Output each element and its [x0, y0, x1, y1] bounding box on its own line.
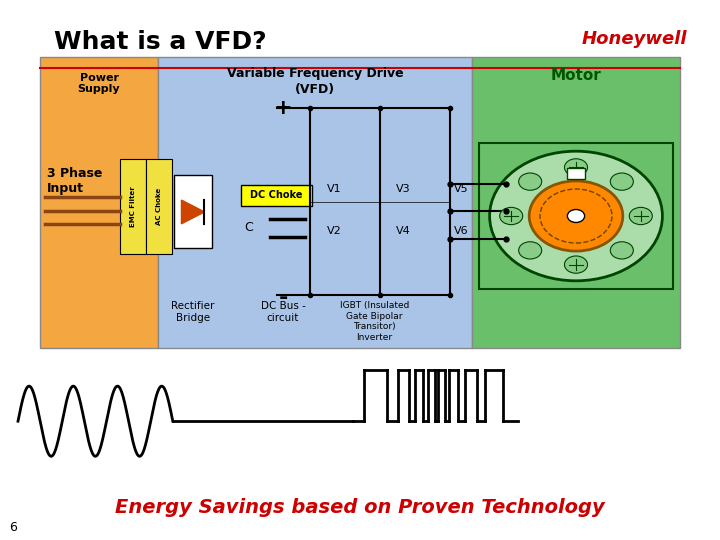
Text: V5: V5: [454, 184, 468, 194]
Text: IGBT (Insulated
Gate Bipolar
Transitor)
Inverter: IGBT (Insulated Gate Bipolar Transitor) …: [340, 301, 409, 341]
Circle shape: [567, 210, 585, 222]
Text: V1: V1: [327, 184, 341, 194]
Bar: [241, 185, 312, 206]
Circle shape: [500, 207, 523, 225]
Text: AC Choke: AC Choke: [156, 188, 162, 225]
Text: Rectifier
Bridge: Rectifier Bridge: [171, 301, 215, 323]
Bar: [174, 176, 212, 248]
Bar: [479, 143, 673, 289]
Text: Energy Savings based on Proven Technology: Energy Savings based on Proven Technolog…: [115, 498, 605, 517]
Circle shape: [564, 159, 588, 176]
Text: V3: V3: [396, 184, 410, 194]
Text: What is a VFD?: What is a VFD?: [54, 30, 266, 53]
Circle shape: [490, 151, 662, 281]
Text: C: C: [244, 221, 253, 234]
Circle shape: [611, 173, 634, 190]
Circle shape: [611, 242, 634, 259]
Bar: [472, 57, 680, 348]
Text: Motor: Motor: [551, 68, 601, 83]
Text: EMC Filter: EMC Filter: [130, 186, 136, 227]
Polygon shape: [181, 200, 204, 224]
Text: DC Choke: DC Choke: [251, 191, 302, 200]
Text: V2: V2: [327, 226, 341, 236]
Bar: [158, 57, 472, 348]
Text: V4: V4: [396, 226, 410, 236]
Text: Power
Supply: Power Supply: [78, 73, 120, 94]
Text: Variable Frequency Drive
(VFD): Variable Frequency Drive (VFD): [227, 68, 403, 96]
Text: Honeywell: Honeywell: [582, 30, 688, 48]
Text: V6: V6: [454, 226, 468, 236]
Text: DC Bus -
circuit: DC Bus - circuit: [261, 301, 305, 323]
Circle shape: [518, 242, 541, 259]
Bar: [146, 159, 172, 254]
Bar: [567, 168, 585, 179]
Text: +: +: [274, 98, 292, 118]
Circle shape: [529, 181, 623, 251]
Circle shape: [629, 207, 652, 225]
Bar: [120, 159, 146, 254]
Text: 3 Phase
Input: 3 Phase Input: [47, 167, 102, 195]
Text: -: -: [278, 288, 288, 308]
Bar: [40, 57, 158, 348]
Circle shape: [518, 173, 541, 190]
Circle shape: [564, 256, 588, 273]
Text: 6: 6: [9, 521, 17, 534]
